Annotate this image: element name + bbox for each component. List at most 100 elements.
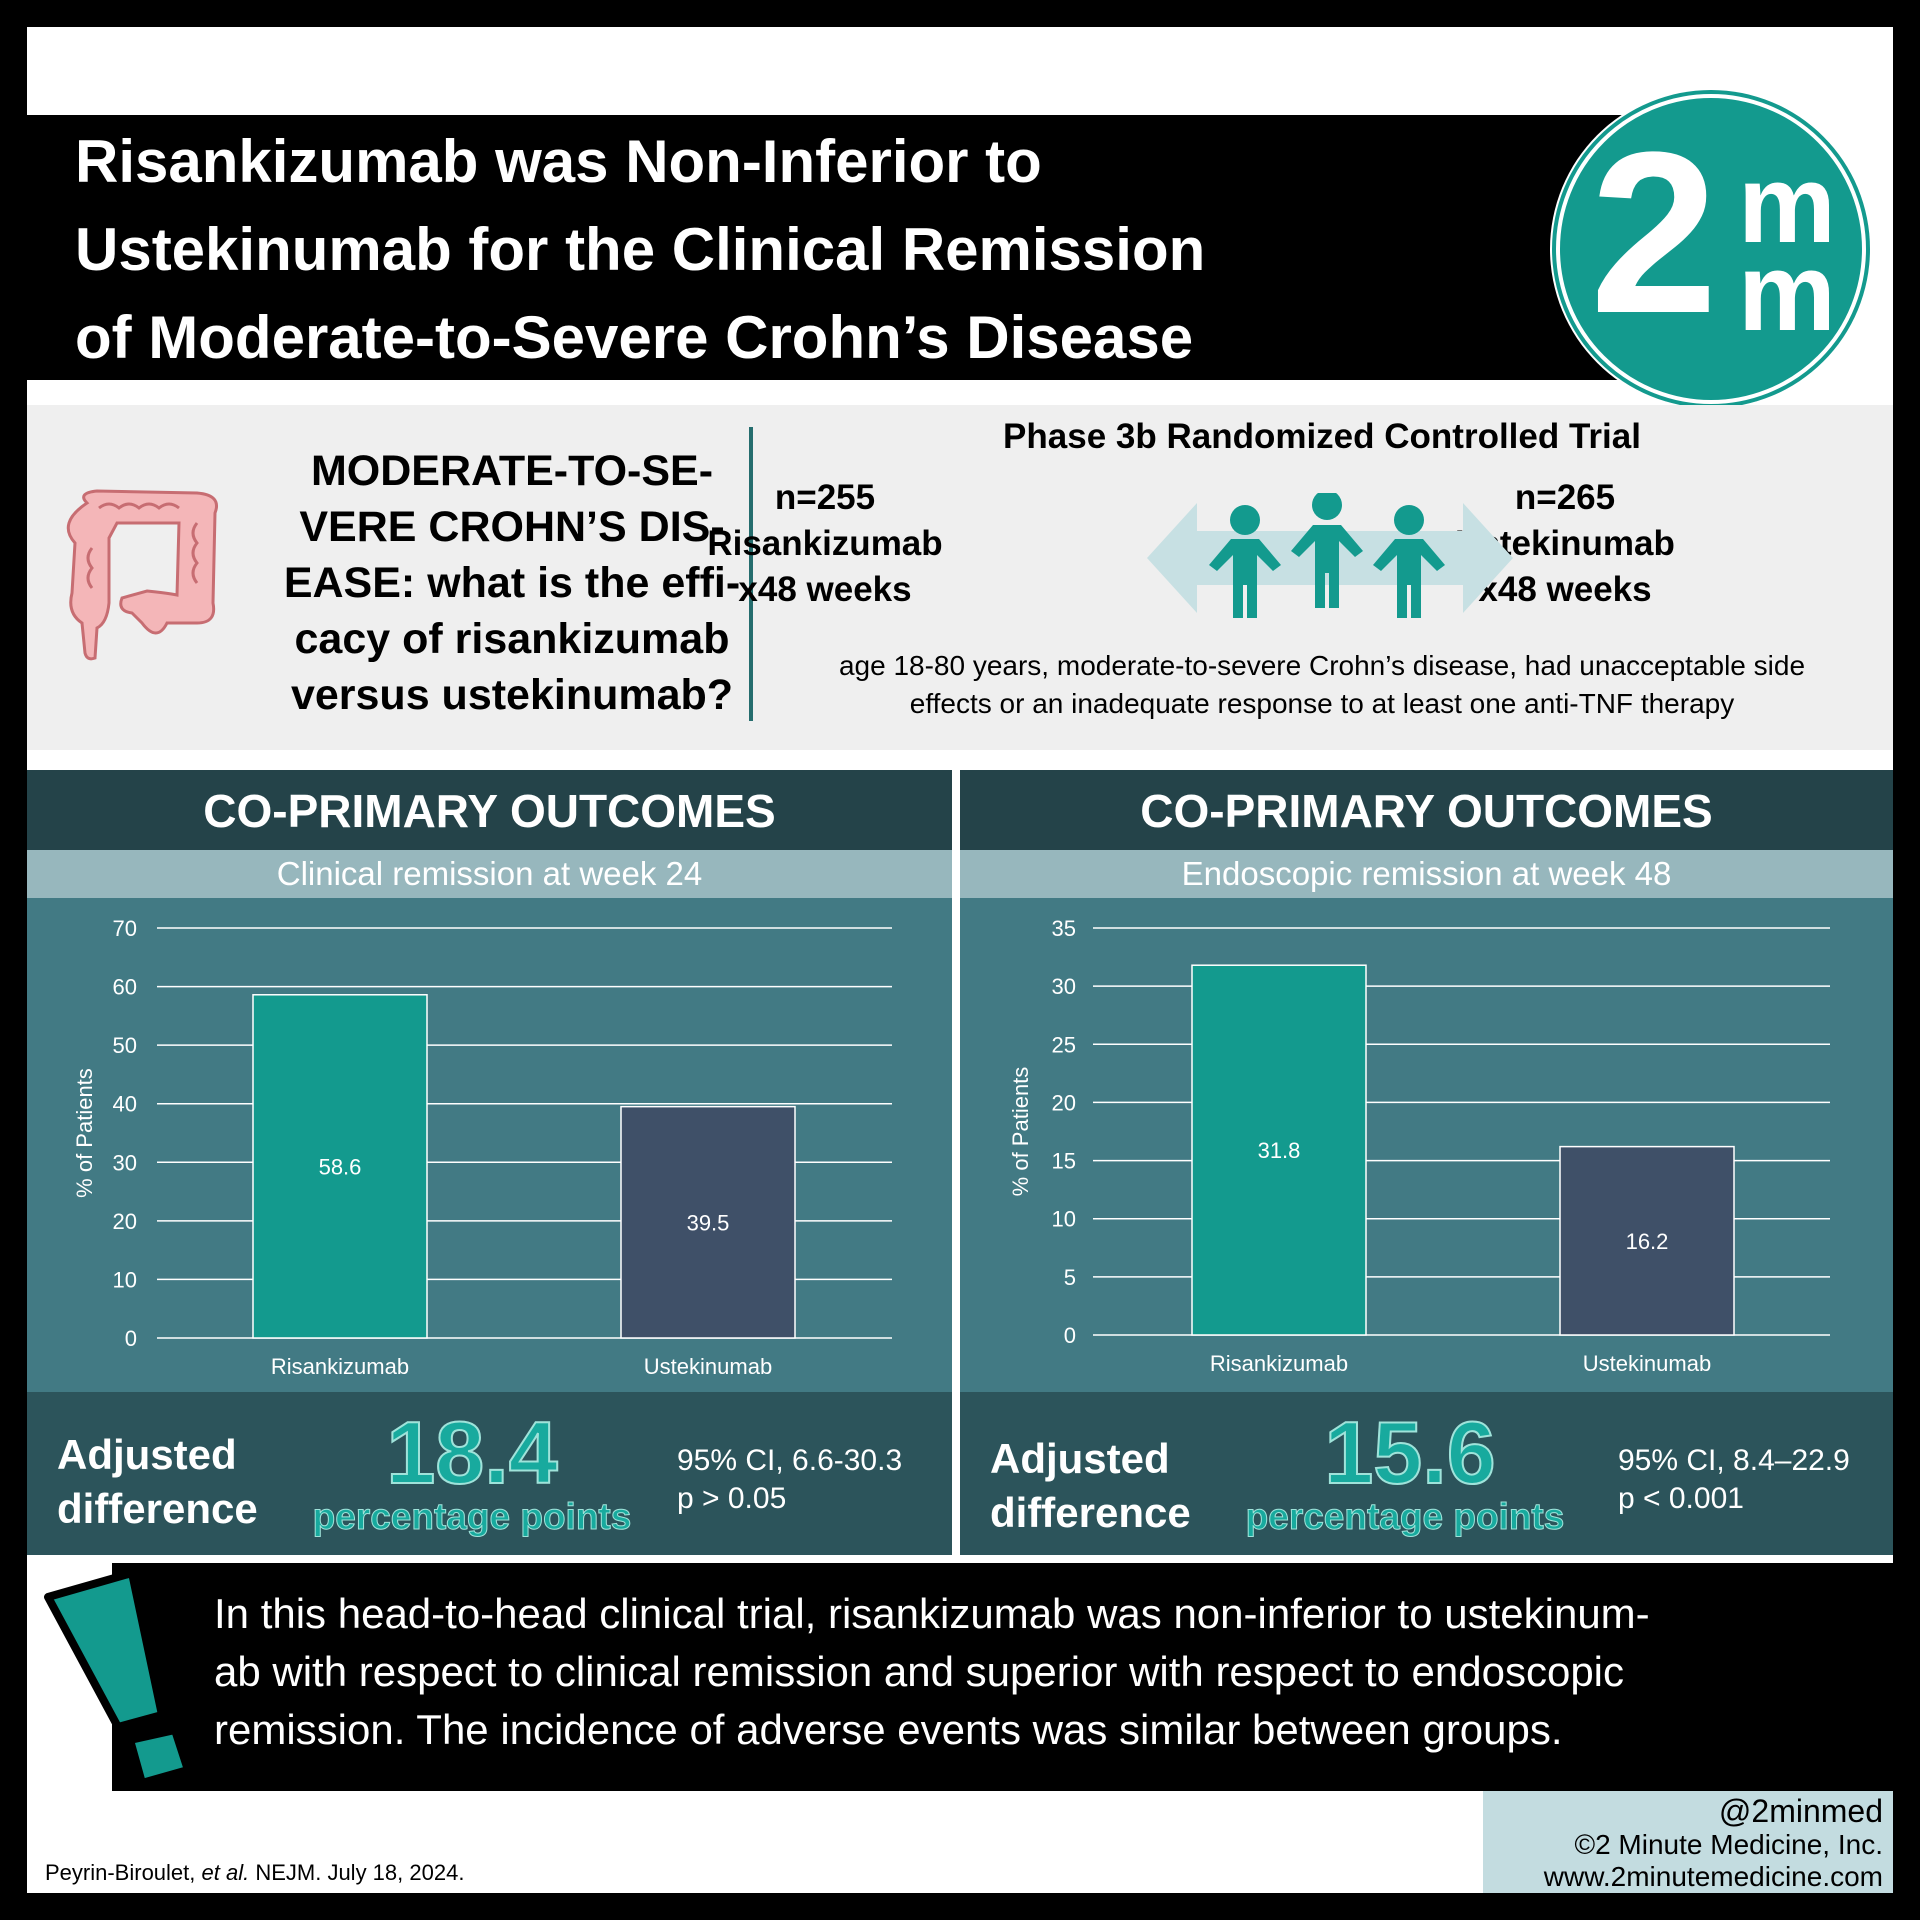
y-tick-label: 15	[1052, 1149, 1076, 1174]
bar	[620, 1105, 796, 1339]
takeaway-line: ab with respect to clinical remission an…	[214, 1648, 1625, 1695]
y-tick-label: 30	[113, 1150, 137, 1175]
y-tick-label: 30	[1052, 974, 1076, 999]
study-info-section: MODERATE-TO-SE- VERE CROHN’S DIS- EASE: …	[27, 405, 1893, 750]
logo-letter-top: m	[1738, 143, 1836, 266]
adjusted-difference-value: 15.6	[1323, 1403, 1496, 1502]
trial-design-title: Phase 3b Randomized Controlled Trial	[1003, 417, 1641, 456]
y-tick-label: 10	[113, 1267, 137, 1292]
adjusted-difference-box: Adjusted difference 18.4 percentage poin…	[27, 1392, 952, 1555]
arm-duration: x48 weeks	[1478, 570, 1652, 609]
y-tick-label: 5	[1064, 1265, 1076, 1290]
criteria-line: effects or an inadequate response to at …	[909, 688, 1735, 719]
question-line: cacy of risankizumab	[294, 615, 730, 663]
question-line: VERE CROHN’S DIS-	[299, 503, 725, 551]
difference-unit: percentage points	[312, 1496, 632, 1538]
bar	[1559, 1145, 1735, 1336]
intestine-icon	[66, 489, 218, 661]
exclamation-icon	[44, 1569, 192, 1787]
risankizumab-arm: n=255 Risankizumab x48 weeks	[665, 475, 985, 613]
adjusted-label-line: difference	[990, 1489, 1191, 1536]
website-link: www.2minutemedicine.com	[1543, 1861, 1883, 1892]
title-bar: Risankizumab was Non-Inferior to Ustekin…	[27, 115, 1627, 380]
bar-value-label: 31.8	[1258, 1138, 1301, 1163]
x-tick-label: Ustekinumab	[1583, 1351, 1711, 1376]
randomization-icon	[1147, 493, 1513, 618]
y-tick-label: 0	[1064, 1323, 1076, 1348]
arm-drug: Risankizumab	[707, 524, 943, 563]
people-icon	[1209, 493, 1445, 618]
question-line: EASE: what is the effi-	[283, 559, 741, 607]
question-line: MODERATE-TO-SE-	[310, 447, 714, 495]
takeaway-box: In this head-to-head clinical trial, ris…	[112, 1563, 1893, 1791]
logo-letter-bottom: m	[1738, 231, 1836, 354]
logo-digit: 2	[1590, 104, 1718, 361]
bar-value-label: 39.5	[687, 1210, 730, 1235]
question-line: versus ustekinumab?	[290, 671, 734, 719]
section-divider	[749, 427, 753, 721]
social-box: @2minmed ©2 Minute Medicine, Inc. www.2m…	[1483, 1791, 1893, 1893]
adjusted-difference-value: 18.4	[385, 1403, 558, 1502]
y-axis-label: % of Patients	[72, 1068, 97, 1198]
panel-header: CO-PRIMARY OUTCOMES	[960, 770, 1893, 850]
logo-trademark: TM	[1852, 160, 1870, 174]
y-tick-label: 20	[1052, 1090, 1076, 1115]
citation-journal-date: NEJM. July 18, 2024.	[249, 1860, 465, 1885]
panel-subheader: Endoscopic remission at week 48	[960, 850, 1893, 898]
bar	[1191, 964, 1367, 1336]
difference-unit: percentage points	[1245, 1496, 1565, 1538]
adjusted-label-line: Adjusted	[990, 1435, 1170, 1482]
adjusted-difference-box: Adjusted difference 15.6 percentage poin…	[960, 1392, 1893, 1555]
x-tick-label: Risankizumab	[1210, 1351, 1348, 1376]
panel-subheader: Clinical remission at week 24	[27, 850, 952, 898]
inclusion-criteria: age 18-80 years, moderate-to-severe Croh…	[767, 647, 1877, 723]
x-tick-label: Ustekinumab	[644, 1354, 772, 1379]
page-title-line-2: Ustekinumab for the Clinical Remission	[75, 216, 1206, 283]
y-tick-label: 25	[1052, 1032, 1076, 1057]
adjusted-label-line: difference	[57, 1485, 258, 1532]
clinical-remission-chart: 0 10 20 30 40 50 60 70 % of Patients 58.6 Risankiz…	[72, 916, 892, 1379]
bar-value-label: 16.2	[1626, 1229, 1669, 1254]
difference-stats: 95% CI, 6.6-30.3 p > 0.05	[677, 1442, 902, 1518]
outcome-panel-clinical: CO-PRIMARY OUTCOMES Clinical remission a…	[27, 770, 952, 1555]
bar	[252, 994, 428, 1339]
arm-duration: x48 weeks	[738, 570, 912, 609]
citation-authors: Peyrin-Biroulet,	[45, 1860, 202, 1885]
x-tick-label: Risankizumab	[271, 1354, 409, 1379]
outcome-panel-endoscopic: CO-PRIMARY OUTCOMES Endoscopic remission…	[960, 770, 1893, 1555]
panel-header: CO-PRIMARY OUTCOMES	[27, 770, 952, 850]
difference-stats: 95% CI, 8.4–22.9 p < 0.001	[1618, 1442, 1850, 1518]
page-title-line-1: Risankizumab was Non-Inferior to	[75, 128, 1042, 195]
bar-value-label: 58.6	[319, 1154, 362, 1179]
clinical-question: MODERATE-TO-SE- VERE CROHN’S DIS- EASE: …	[252, 443, 772, 723]
endoscopic-remission-chart: 0 5 10 15 20 25 30 35 % of Patients 31.8 Risankizu…	[1008, 916, 1830, 1376]
y-tick-label: 50	[113, 1033, 137, 1058]
y-tick-label: 0	[125, 1326, 137, 1351]
arm-sample-size: n=265	[1514, 478, 1616, 517]
y-tick-label: 70	[113, 916, 137, 941]
y-tick-label: 35	[1052, 916, 1076, 941]
citation-etal: et al.	[201, 1860, 250, 1885]
confidence-interval: 95% CI, 6.6-30.3	[677, 1444, 903, 1477]
p-value: p > 0.05	[677, 1482, 787, 1515]
criteria-line: age 18-80 years, moderate-to-severe Croh…	[838, 650, 1806, 681]
y-tick-label: 40	[113, 1092, 137, 1117]
confidence-interval: 95% CI, 8.4–22.9	[1618, 1444, 1850, 1477]
adjusted-label-line: Adjusted	[57, 1431, 237, 1478]
takeaway-line: remission. The incidence of adverse even…	[214, 1706, 1563, 1753]
arm-sample-size: n=255	[774, 478, 876, 517]
copyright: ©2 Minute Medicine, Inc.	[1574, 1829, 1883, 1860]
page-title-line-3: of Moderate-to-Severe Crohn’s Disease	[75, 304, 1194, 371]
adjusted-difference-label: Adjusted difference	[57, 1428, 258, 1536]
y-tick-label: 60	[113, 975, 137, 1000]
y-axis-label: % of Patients	[1008, 1067, 1033, 1197]
takeaway-text: In this head-to-head clinical trial, ris…	[214, 1585, 1874, 1759]
2m-logo: 2 m m TM	[1550, 88, 1872, 410]
takeaway-line: In this head-to-head clinical trial, ris…	[214, 1590, 1650, 1637]
twitter-handle: @2minmed	[1718, 1793, 1883, 1829]
y-tick-label: 20	[113, 1209, 137, 1234]
p-value: p < 0.001	[1618, 1482, 1744, 1515]
citation: Peyrin-Biroulet, et al. NEJM. July 18, 2…	[45, 1860, 464, 1886]
y-tick-label: 10	[1052, 1207, 1076, 1232]
adjusted-difference-label: Adjusted difference	[990, 1432, 1191, 1540]
